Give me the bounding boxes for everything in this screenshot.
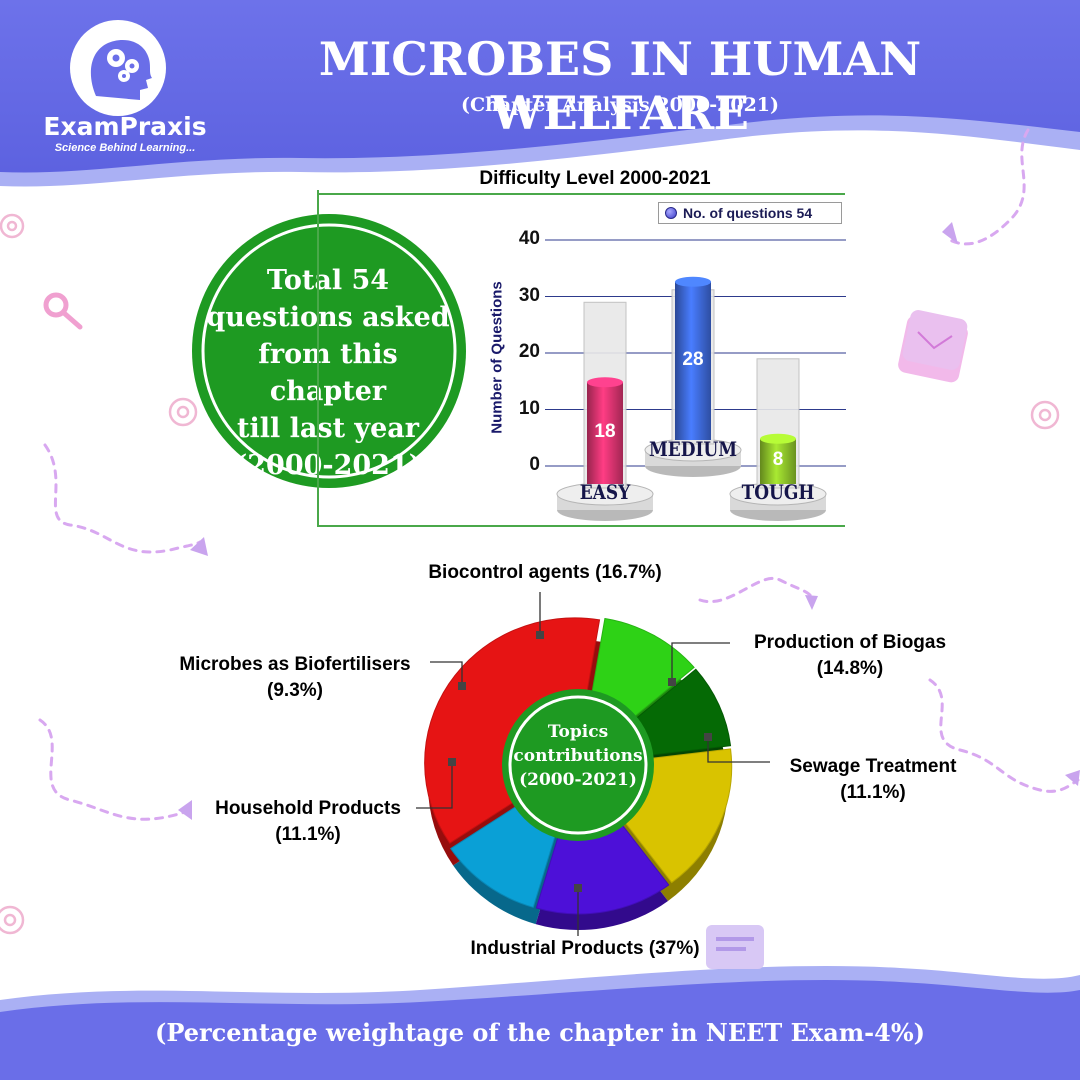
- legend-label: No. of questions 54: [683, 205, 813, 221]
- page-title: MICROBES IN HUMAN WELFARE: [318, 32, 922, 140]
- pie-center-circle: [502, 689, 654, 841]
- leader-marker: [704, 733, 712, 741]
- slice-label: Production of Biogas: [753, 632, 947, 653]
- pie-center-line: contributions: [513, 746, 643, 766]
- total-badge-line: from this chapter: [258, 339, 398, 407]
- total-badge-line: Total 54: [266, 265, 390, 296]
- pie-label-household: Household Products (11.1%): [190, 796, 426, 848]
- bar-medium: [675, 281, 711, 440]
- slice-percent: (14.8%): [816, 658, 884, 679]
- total-badge-line: questions asked: [206, 302, 450, 333]
- gear-icon: [0, 213, 25, 239]
- leader-line: [671, 642, 730, 682]
- footer-band: [0, 980, 1080, 1080]
- chat-icon: [706, 925, 764, 969]
- pie-center-label: Topics contributions (2000-2021): [500, 720, 656, 792]
- slice-label: Household Products: [215, 798, 401, 819]
- page-subtitle: (Chapter Analysis 2000-2021): [461, 94, 779, 116]
- y-axis-label: Number of Questions: [488, 281, 506, 434]
- leader-marker: [458, 682, 466, 690]
- bar-pedestal: [644, 438, 742, 477]
- slice-percent: (11.1%): [840, 782, 906, 803]
- slice-percent: (9.3%): [267, 680, 323, 701]
- bar-chart-title: Difficulty Level 2000-2021: [479, 168, 711, 189]
- pie-label-biofertilisers: Microbes as Biofertilisers (9.3%): [150, 652, 440, 704]
- header-band: [0, 0, 1080, 173]
- y-tick-label: 0: [529, 454, 540, 475]
- gear-icon: [168, 397, 198, 427]
- legend-dot-icon: [665, 207, 677, 219]
- bar-chart: [545, 239, 846, 521]
- bar-pedestal: [556, 482, 654, 521]
- bar-cap: [587, 377, 623, 388]
- brand-logo-icon: [70, 20, 166, 116]
- slice-label: Biocontrol agents: [428, 562, 590, 583]
- leader-line: [416, 762, 453, 809]
- pie-label-sewage: Sewage Treatment (11.1%): [758, 754, 988, 806]
- bar-cap: [675, 276, 711, 287]
- footer-note: (Percentage weightage of the chapter in …: [155, 1018, 925, 1047]
- bar-chart-legend: No. of questions 54: [658, 202, 842, 224]
- total-badge-text: Total 54 questions asked from this chapt…: [200, 262, 456, 484]
- bar-value-label: 18: [594, 421, 616, 443]
- leader-line: [430, 661, 463, 686]
- bar-easy: [587, 382, 623, 484]
- leader-marker: [574, 884, 582, 892]
- squiggle-left-bottom: [38, 718, 187, 821]
- slice-percent: (37%): [648, 938, 700, 959]
- slice-percent: (16.7%): [595, 562, 662, 583]
- total-badge-line: till last year: [236, 413, 420, 444]
- pie-label-biocontrol: Biocontrol agents (16.7%): [380, 560, 710, 586]
- y-tick-label: 30: [518, 284, 540, 306]
- pie-label-industrial: Industrial Products (37%): [420, 936, 750, 962]
- slice-percent: (11.1%): [275, 824, 341, 845]
- squiggle-left: [43, 443, 202, 554]
- y-tick-label: 20: [518, 341, 540, 362]
- bar-cap: [760, 433, 796, 444]
- squiggle-right-top: [948, 128, 1030, 246]
- category-label: TOUGH: [741, 481, 815, 505]
- pie-chart: [416, 592, 770, 936]
- y-tick-label: 40: [518, 228, 540, 249]
- leader-marker: [668, 678, 676, 686]
- pie-center-line: Topics: [547, 722, 609, 742]
- squiggle-right: [928, 678, 1080, 793]
- slice-label: Microbes as Biofertilisers: [179, 654, 411, 675]
- gear-icon: [1030, 400, 1060, 430]
- bar-chart-frame: [317, 190, 845, 527]
- y-tick-label: 10: [518, 397, 540, 419]
- pie-label-biogas: Production of Biogas (14.8%): [720, 630, 980, 682]
- total-badge: [192, 214, 466, 488]
- leader-marker: [536, 631, 544, 639]
- slice-label: Sewage Treatment: [789, 756, 957, 777]
- category-label: EASY: [579, 481, 631, 505]
- bar-tough: [760, 438, 796, 484]
- bar-value-label: 8: [772, 449, 784, 471]
- total-badge-line: (2000-2021): [234, 450, 422, 481]
- envelope-icon: [898, 310, 968, 383]
- pie-center-ring: [508, 695, 648, 835]
- category-label: MEDIUM: [648, 438, 738, 462]
- brand-name: ExamPraxis: [43, 112, 207, 141]
- leader-line: [707, 737, 770, 763]
- leader-marker: [448, 758, 456, 766]
- bar-value-label: 28: [682, 348, 704, 370]
- squiggle-mid: [698, 576, 814, 604]
- slice-label: Industrial Products: [470, 938, 644, 959]
- search-icon: [43, 292, 83, 330]
- gear-icon: [0, 905, 25, 935]
- brand-tagline: Science Behind Learning...: [54, 142, 196, 154]
- pie-center-line: (2000-2021): [519, 770, 637, 790]
